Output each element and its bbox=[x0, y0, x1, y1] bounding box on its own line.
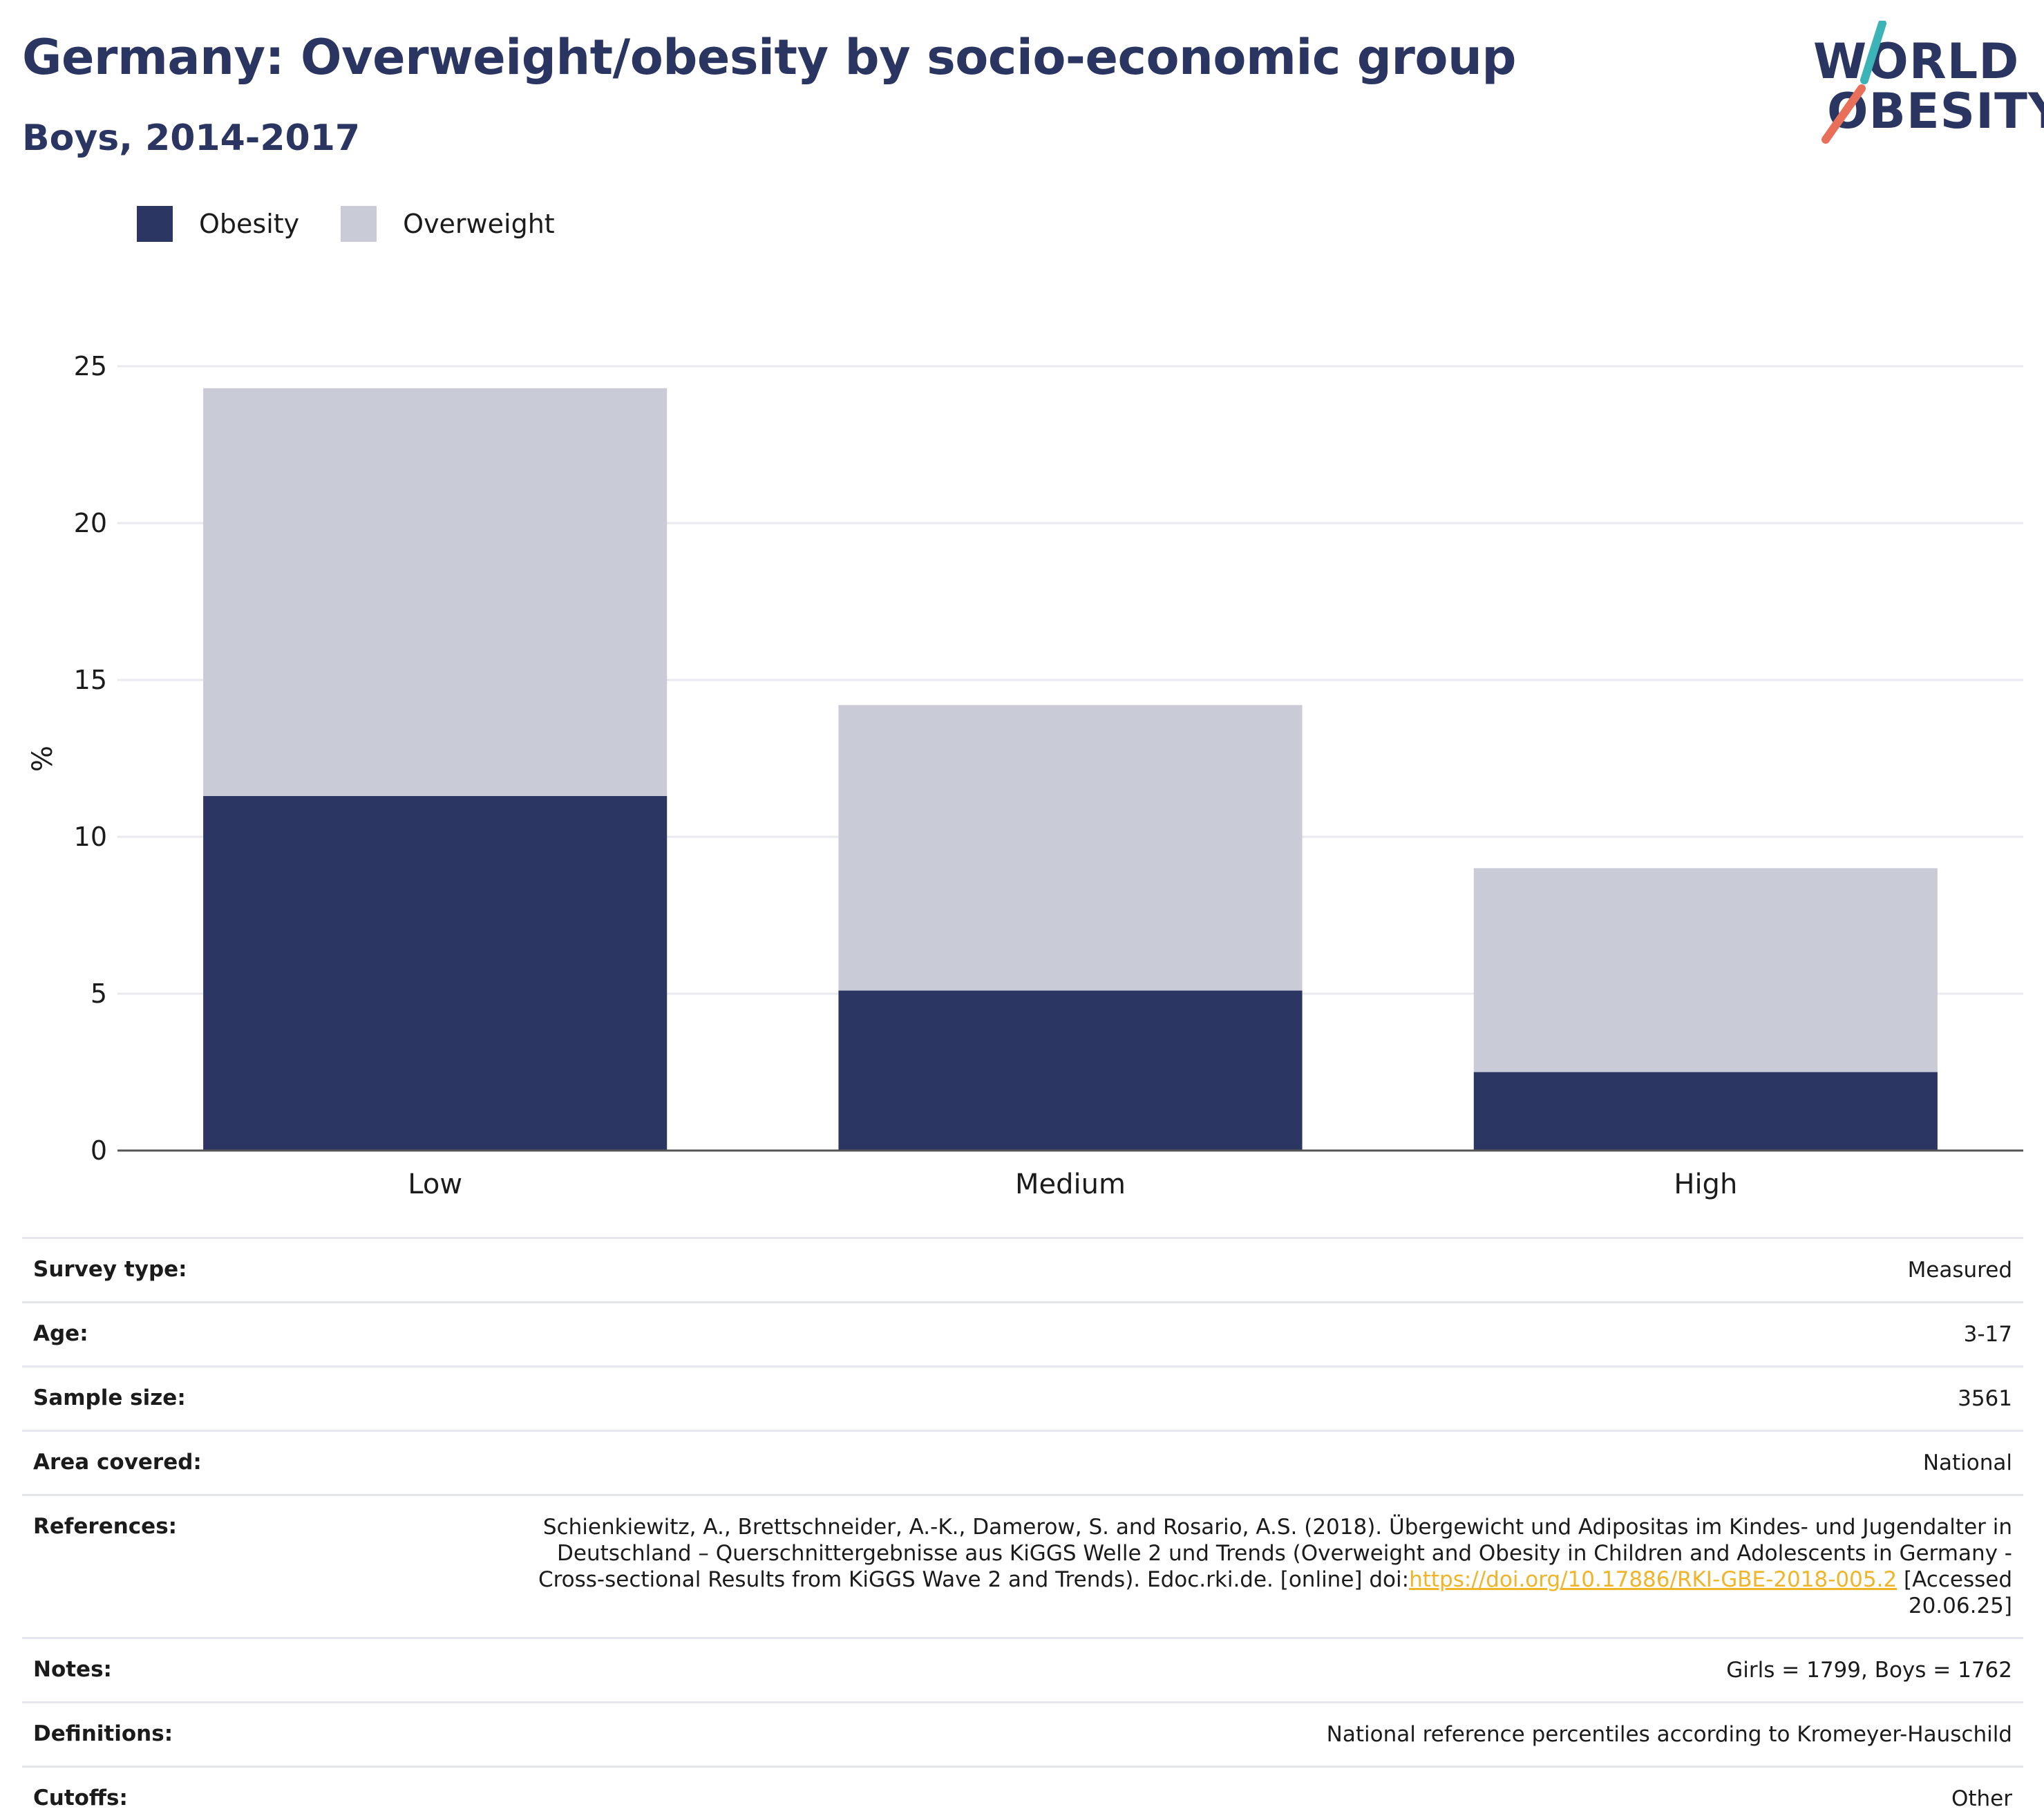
meta-key: Definitions: bbox=[33, 1721, 173, 1746]
survey-metadata-table: Survey type: Measured Age: 3-17 Sample size:… bbox=[22, 1237, 2023, 1816]
bar-obesity-high bbox=[1473, 1072, 1938, 1151]
meta-value: National reference percentiles according… bbox=[1326, 1722, 2012, 1747]
meta-row: Age: 3-17 bbox=[22, 1301, 2023, 1365]
logo-text-world: WORLD bbox=[1813, 33, 2020, 90]
y-tick-label-25: 25 bbox=[74, 351, 107, 381]
meta-row: Area covered: National bbox=[22, 1430, 2023, 1494]
bar-chart: 0 5 10 15 20 25% Low Medium High bbox=[27, 351, 2023, 1200]
meta-value: 3561 bbox=[1958, 1386, 2012, 1411]
x-tick-label-low: Low bbox=[408, 1169, 462, 1200]
meta-row: References: Schienkiewitz, A., Brettschne… bbox=[22, 1494, 2023, 1637]
meta-value: Girls = 1799, Boys = 1762 bbox=[1726, 1658, 2012, 1683]
reference-doi-link[interactable]: https://doi.org/10.17886/RKI-GBE-2018-00… bbox=[1409, 1567, 1898, 1592]
y-tick-label-10: 10 bbox=[74, 822, 107, 852]
logo-text-obesity: OBESITY bbox=[1827, 83, 2044, 140]
meta-key: Sample size: bbox=[33, 1385, 186, 1410]
meta-key: Area covered: bbox=[33, 1450, 202, 1475]
meta-row: Definitions: National reference percentil… bbox=[22, 1701, 2023, 1766]
meta-key: References: bbox=[33, 1514, 178, 1539]
legend-swatch-overweight bbox=[341, 206, 377, 242]
bar-obesity-medium bbox=[838, 990, 1303, 1151]
meta-row: Sample size: 3561 bbox=[22, 1365, 2023, 1430]
meta-key: Cutoffs: bbox=[33, 1786, 128, 1810]
chart-subtitle: Boys, 2014-2017 bbox=[22, 117, 361, 159]
logo-slash-icon bbox=[1821, 21, 1886, 144]
chart-legend: Obesity Overweight bbox=[137, 206, 596, 242]
legend-label-overweight: Overweight bbox=[403, 209, 555, 239]
y-tick-label-0: 0 bbox=[91, 1135, 107, 1166]
meta-value: 3-17 bbox=[1963, 1322, 2012, 1347]
meta-value: National bbox=[1922, 1450, 2012, 1475]
y-axis-label: % bbox=[27, 746, 59, 772]
bar-overweight-low bbox=[203, 388, 668, 796]
meta-value: Schienkiewitz, A., Brettschneider, A.-K.… bbox=[538, 1515, 2012, 1618]
meta-row: Cutoffs: Other bbox=[22, 1766, 2023, 1816]
meta-key: Survey type: bbox=[33, 1257, 187, 1282]
legend-label-obesity: Obesity bbox=[199, 209, 300, 239]
x-tick-label-high: High bbox=[1674, 1169, 1737, 1200]
y-tick-label-20: 20 bbox=[74, 508, 107, 538]
legend-item-overweight[interactable]: Overweight bbox=[341, 206, 555, 242]
meta-key: Age: bbox=[33, 1321, 88, 1346]
meta-row: Survey type: Measured bbox=[22, 1237, 2023, 1301]
bar-overweight-medium bbox=[838, 705, 1303, 991]
chart-title: Germany: Overweight/obesity by socio-eco… bbox=[22, 29, 1516, 86]
bar-overweight-high bbox=[1473, 868, 1938, 1072]
meta-row: Notes: Girls = 1799, Boys = 1762 bbox=[22, 1637, 2023, 1701]
y-tick-label-15: 15 bbox=[74, 665, 107, 695]
bar-obesity-low bbox=[203, 795, 668, 1151]
y-tick-label-5: 5 bbox=[91, 978, 107, 1009]
meta-value: Other bbox=[1951, 1786, 2012, 1811]
meta-key: Notes: bbox=[33, 1657, 112, 1682]
meta-value: Measured bbox=[1907, 1258, 2012, 1283]
x-tick-label-medium: Medium bbox=[1015, 1169, 1126, 1200]
legend-item-obesity[interactable]: Obesity bbox=[137, 206, 299, 242]
legend-swatch-obesity bbox=[137, 206, 173, 242]
world-obesity-logo: WORLD OBESITY bbox=[1790, 21, 2044, 152]
